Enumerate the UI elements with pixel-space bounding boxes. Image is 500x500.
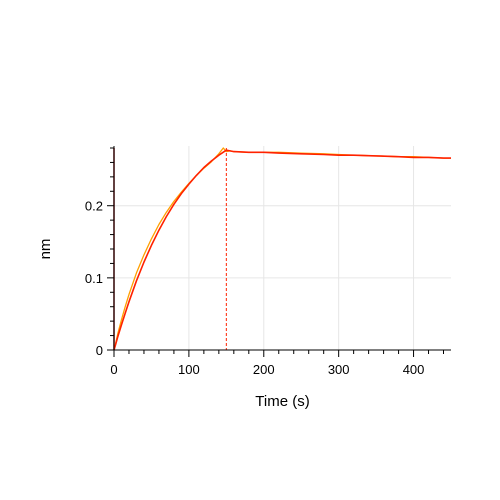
x-tick-label: 400 <box>403 362 425 377</box>
x-tick-label: 100 <box>178 362 200 377</box>
x-tick-label: 300 <box>328 362 350 377</box>
y-tick-label: 0.2 <box>85 199 103 214</box>
event-markers <box>113 148 227 350</box>
series-group <box>113 147 451 351</box>
x-axis-title: Time (s) <box>255 393 309 410</box>
grid <box>114 146 451 350</box>
ticks: 0 100 200 300 400 0 0.1 0.2 <box>85 147 445 377</box>
x-tick-label: 200 <box>253 362 275 377</box>
x-tick-label: 0 <box>110 362 117 377</box>
fit-series-line <box>113 149 451 351</box>
y-axis-title: nm <box>37 239 54 260</box>
measured-series-line <box>113 147 451 351</box>
y-tick-label: 0.1 <box>85 271 103 286</box>
y-tick-label: 0 <box>96 343 103 358</box>
axes <box>113 146 451 351</box>
